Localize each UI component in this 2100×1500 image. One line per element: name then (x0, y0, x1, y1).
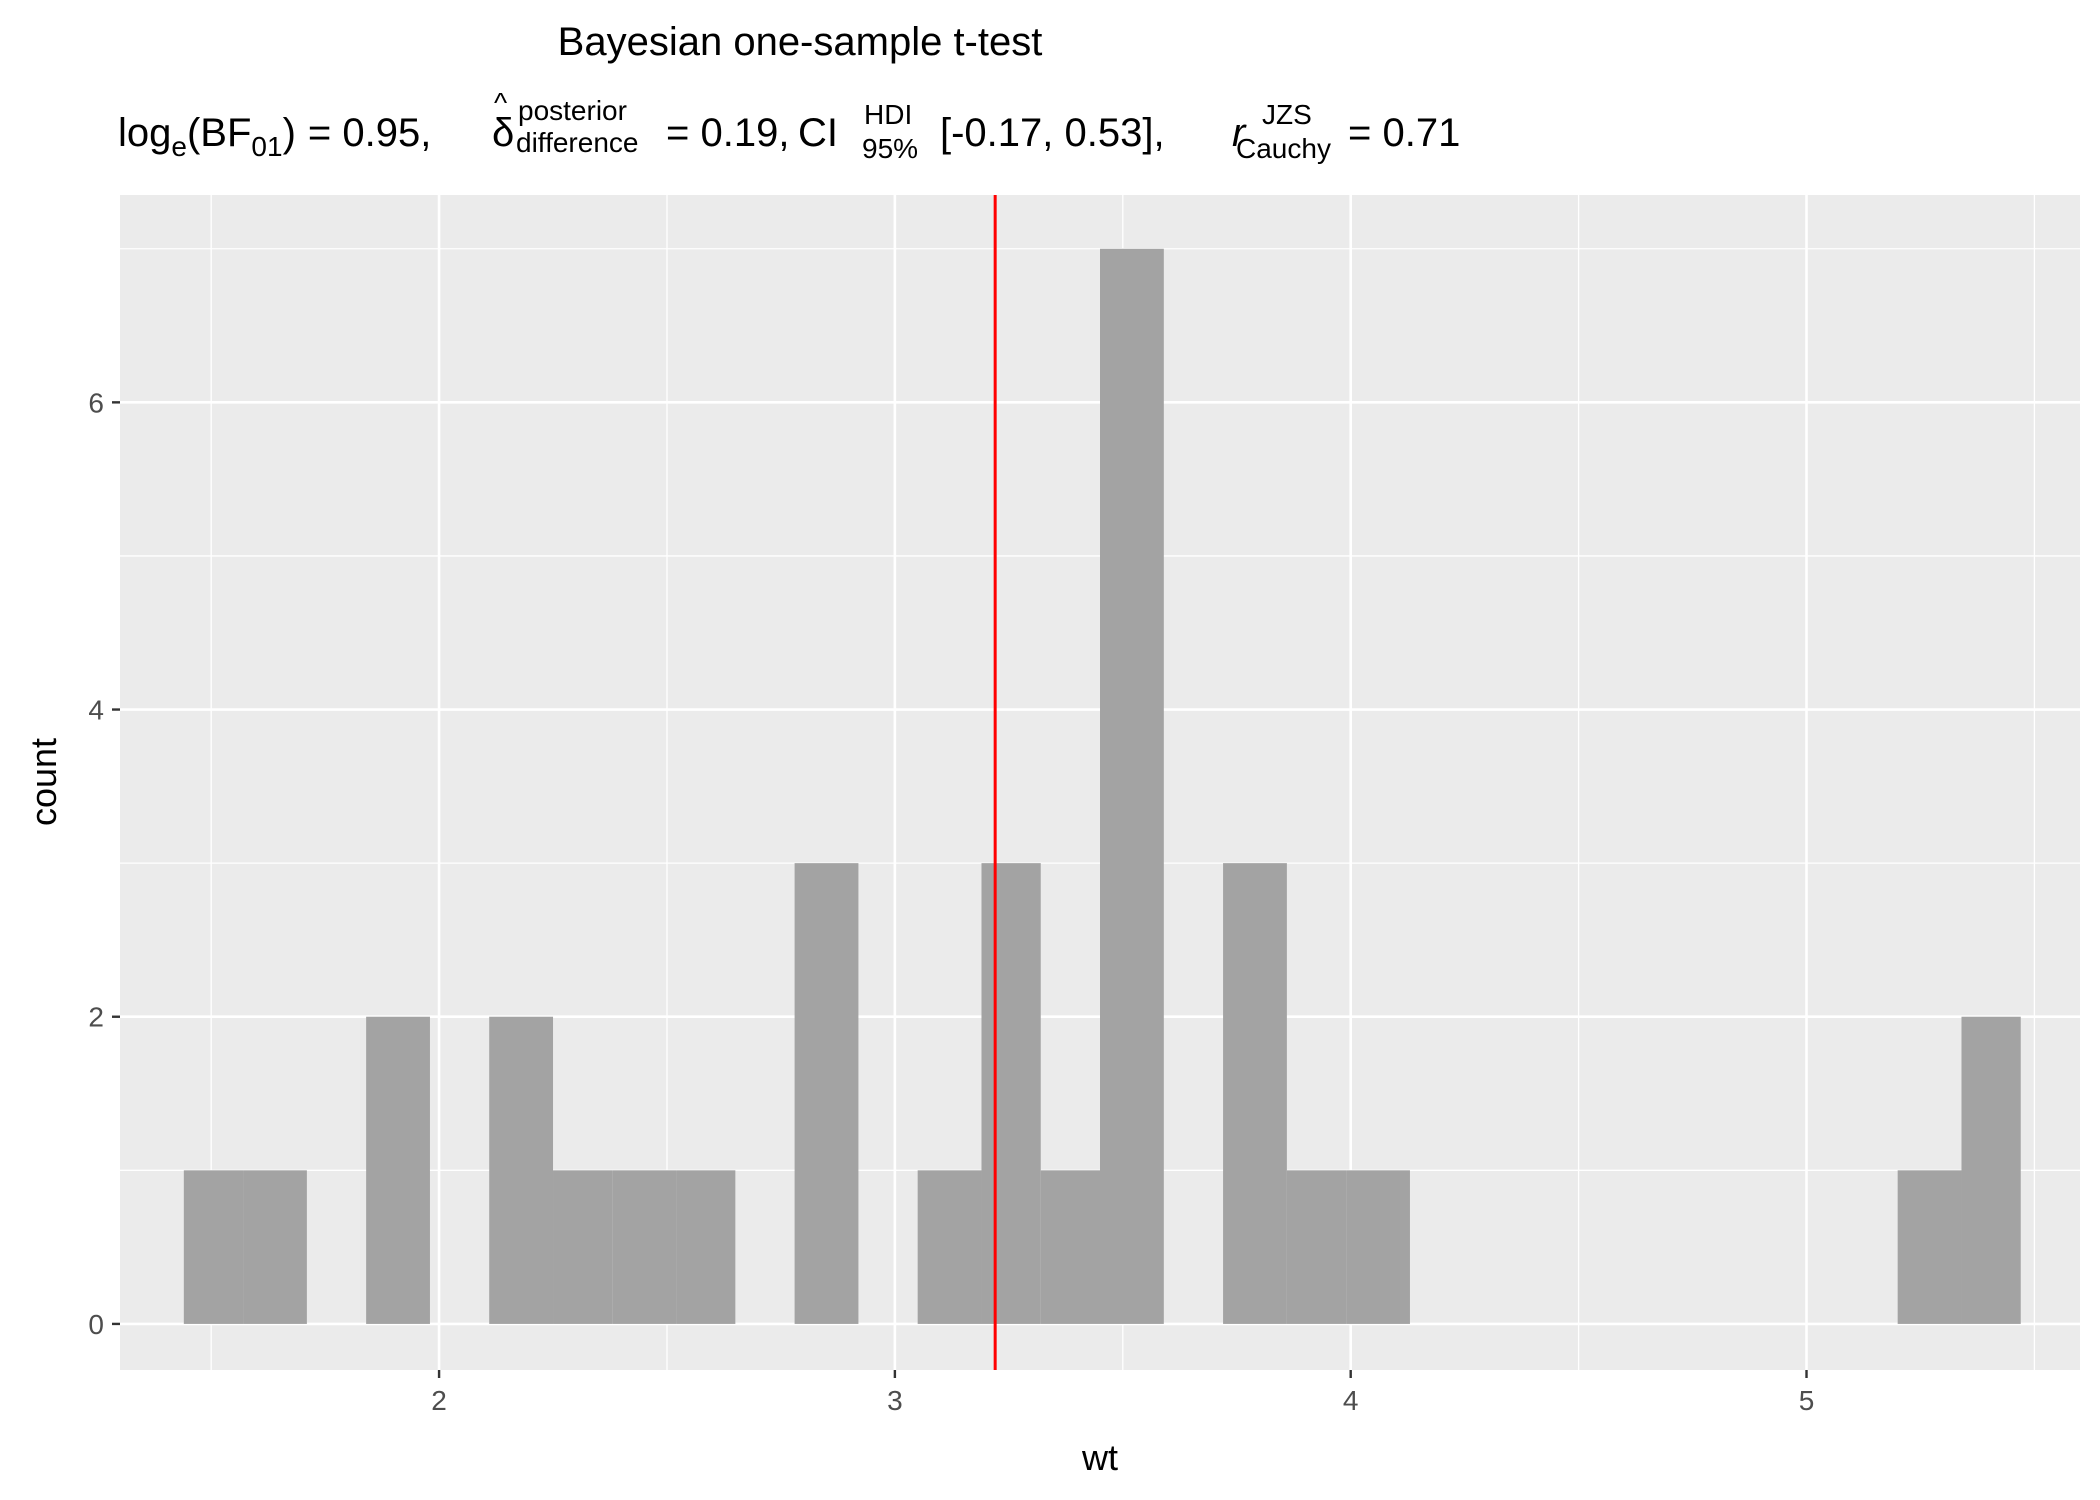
bf-close: ) (283, 111, 296, 155)
x-tick-label: 4 (1343, 1385, 1359, 1416)
delta-sub: difference (516, 127, 638, 158)
histogram-bar (794, 863, 859, 1324)
r-sub: Cauchy (1236, 133, 1331, 164)
histogram-bar (1346, 1170, 1410, 1324)
y-tick-label: 2 (88, 1002, 104, 1033)
histogram-bar (243, 1170, 307, 1324)
histogram-bar (489, 1016, 554, 1324)
x-axis-ticks: 2 3 4 5 (431, 1370, 1814, 1416)
ci-sup: HDI (864, 99, 912, 130)
chart-title: Bayesian one-sample t-test (558, 20, 1043, 64)
r-label: r (1232, 111, 1247, 155)
histogram-bar (1040, 1170, 1100, 1324)
histogram-bar (1961, 1016, 2021, 1324)
bf-log-sub: e (171, 131, 187, 162)
x-tick-label: 2 (431, 1385, 447, 1416)
ci-label: CI (798, 111, 838, 155)
histogram-bar (1100, 248, 1164, 1324)
histogram-bar (553, 1170, 613, 1324)
delta-hat: ^ (494, 87, 507, 118)
histogram-bar (612, 1170, 677, 1324)
histogram-bar (1286, 1170, 1347, 1324)
histogram-bar (1223, 863, 1287, 1324)
r-value: = 0.71 (1348, 111, 1460, 155)
y-axis-title: count (23, 738, 64, 826)
ci-sub: 95% (862, 133, 918, 164)
ci-value: [-0.17, 0.53], (940, 111, 1165, 155)
histogram-bar (1897, 1170, 1962, 1324)
x-tick-label: 3 (887, 1385, 903, 1416)
delta-sup: posterior (518, 95, 627, 126)
chart-subtitle: loge(BF01) = 0.95, δ ^ posterior differen… (118, 87, 1460, 164)
svg-text:loge(BF01)= 0.95,: loge(BF01) = 0.95, (118, 111, 431, 162)
y-tick-label: 0 (88, 1309, 104, 1340)
delta-symbol: δ (492, 111, 514, 155)
x-axis-title: wt (1081, 1437, 1118, 1478)
histogram-bar (676, 1170, 736, 1324)
x-tick-label: 5 (1799, 1385, 1815, 1416)
bf-open: (BF (187, 111, 251, 155)
delta-value: = 0.19, (666, 111, 789, 155)
histogram-bar (981, 863, 1041, 1324)
bf-sub: 01 (251, 131, 282, 162)
histogram-bar (366, 1016, 430, 1324)
histogram-bar (917, 1170, 982, 1324)
y-axis-ticks: 0 2 4 6 (88, 387, 120, 1340)
bf-value: = 0.95, (308, 111, 431, 155)
y-tick-label: 6 (88, 387, 104, 418)
histogram-bar (183, 1170, 244, 1324)
bf-log: log (118, 111, 171, 155)
y-tick-label: 4 (88, 695, 104, 726)
r-sup: JZS (1262, 99, 1312, 130)
histogram-bars (183, 248, 2021, 1324)
